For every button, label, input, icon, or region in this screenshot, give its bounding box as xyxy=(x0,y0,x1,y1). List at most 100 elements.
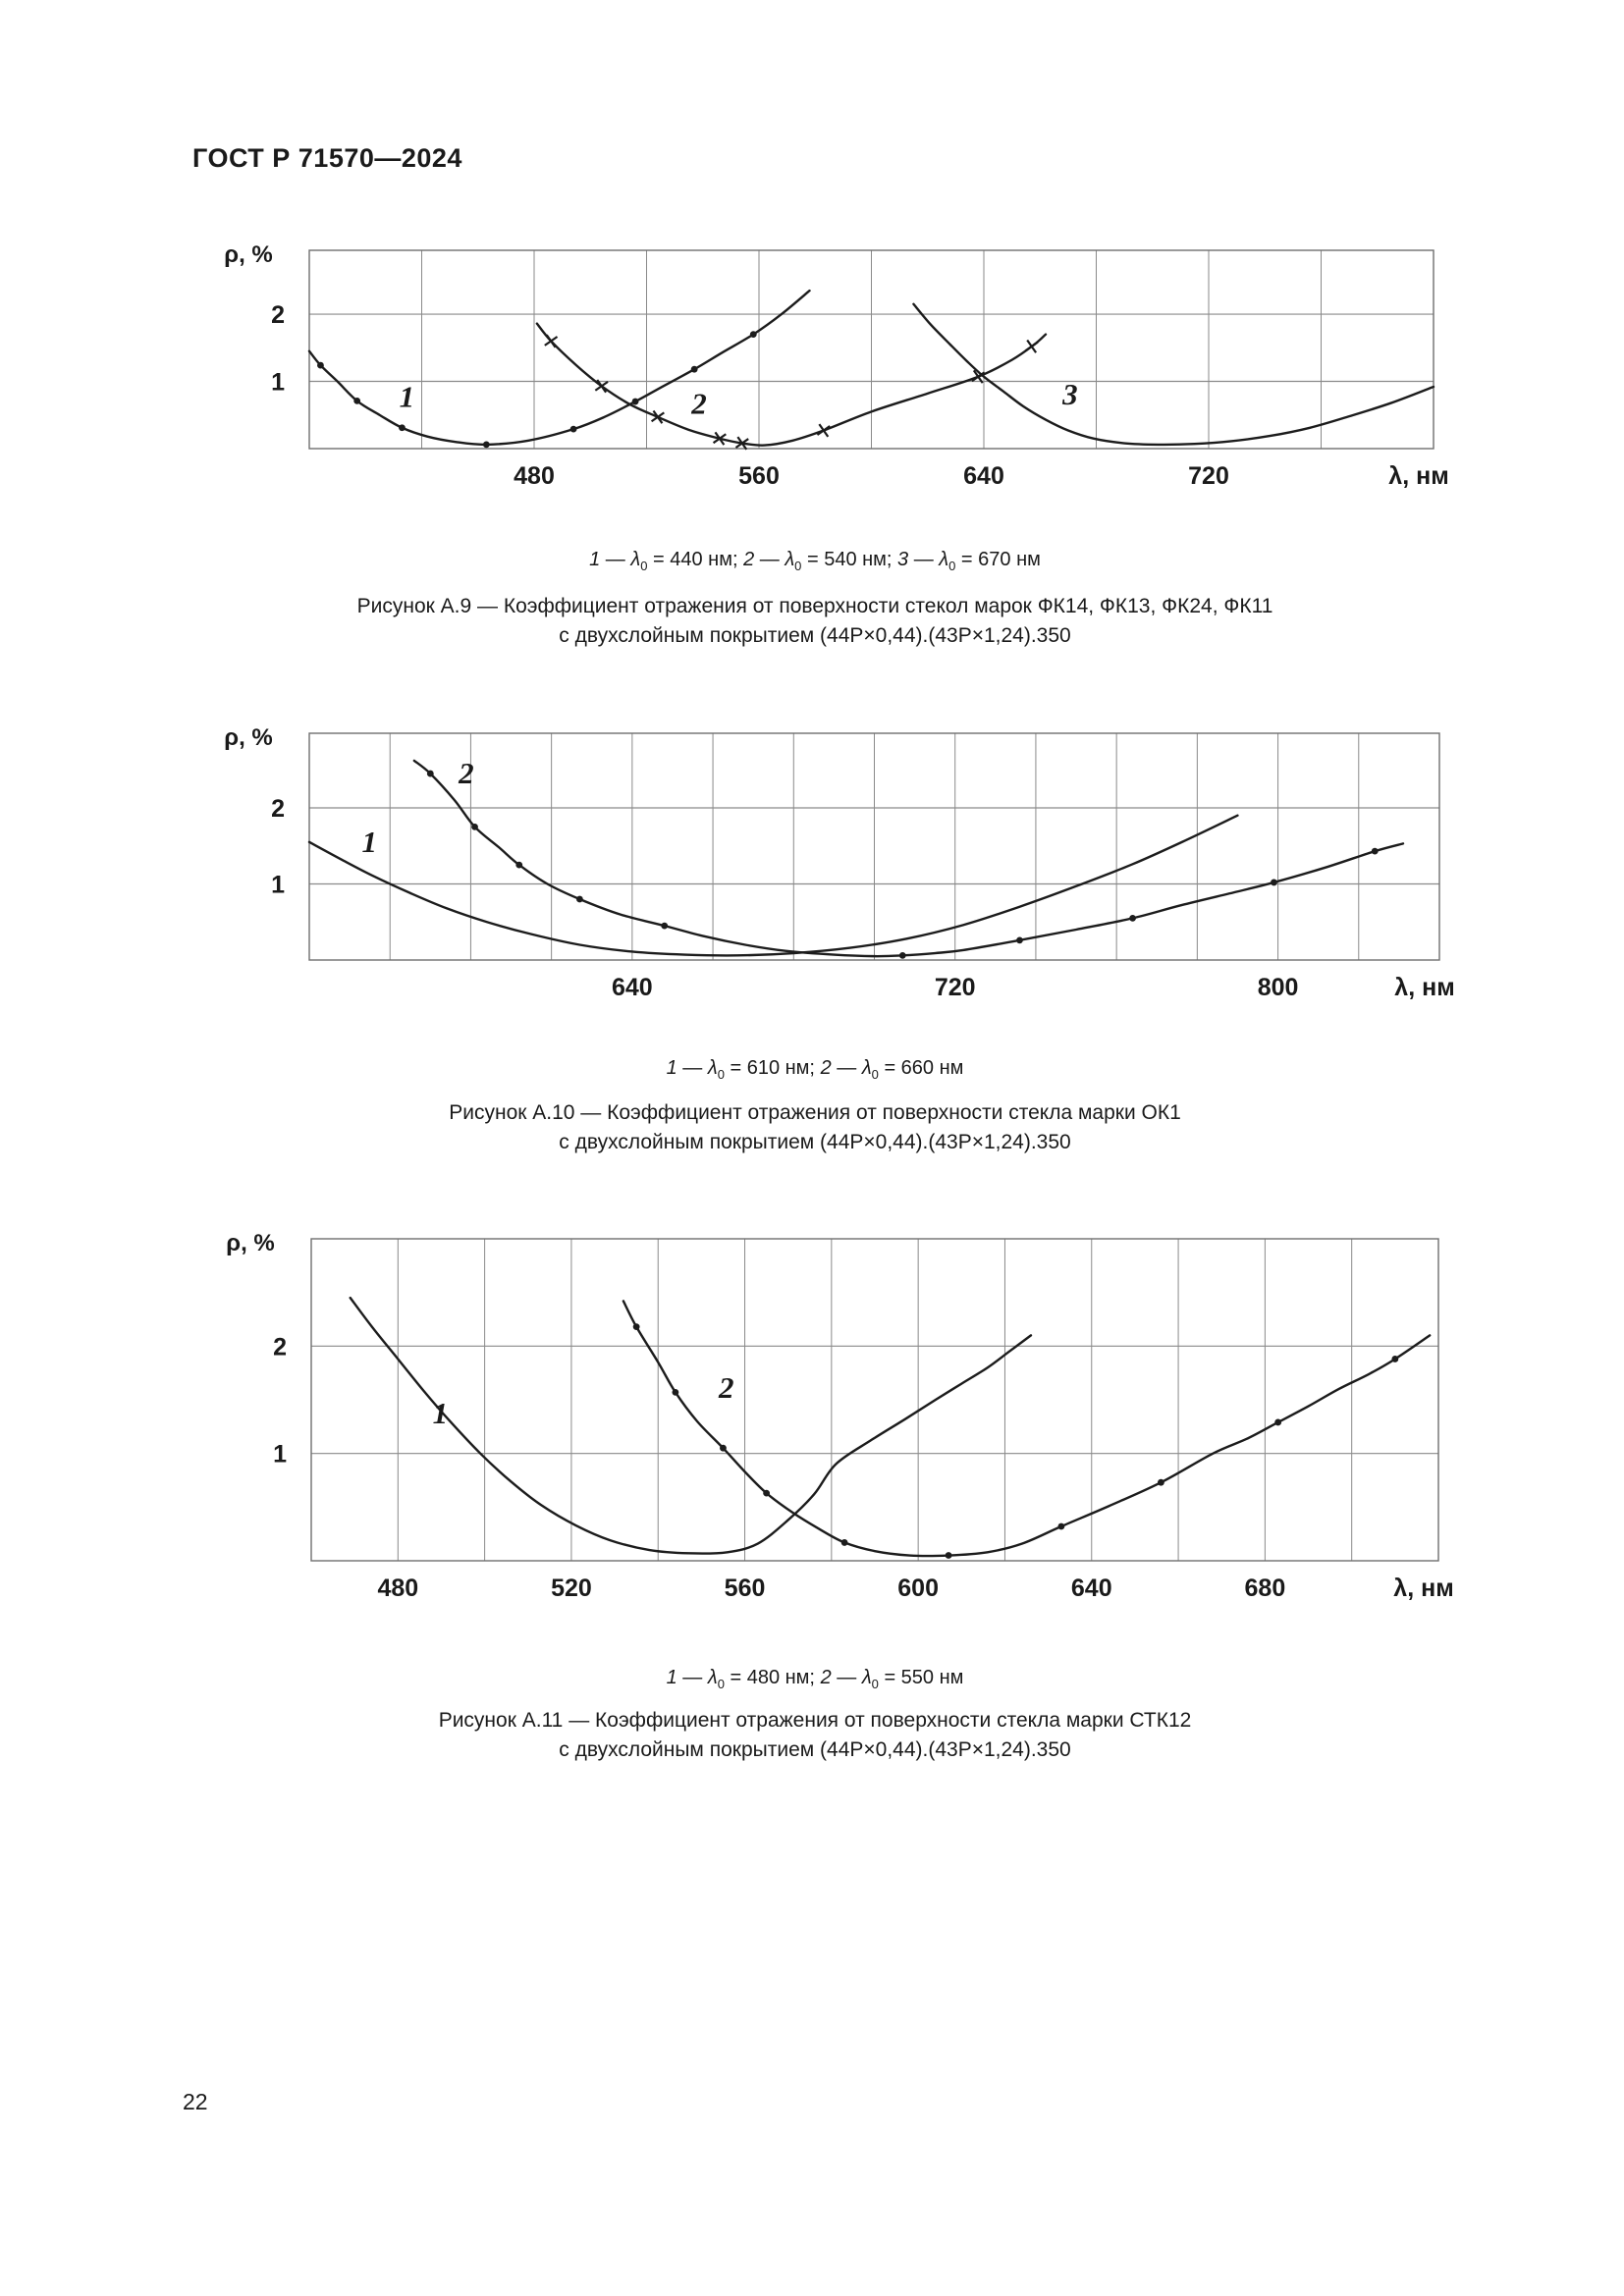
plot-border xyxy=(310,1238,1439,1562)
caption-curve-number: 2 xyxy=(743,549,755,570)
y-tick-label: 2 xyxy=(273,1333,287,1361)
curve-2-point-marker xyxy=(672,1388,679,1396)
figure-a10-chart: 1 2 640 720 800 λ, нм 1 2 ρ, % xyxy=(224,724,1454,1001)
caption-curve-number: 2 xyxy=(820,1057,832,1079)
curve-1-point-marker xyxy=(569,425,577,433)
figure-a9-title: Рисунок А.9 — Коэффициент отражения от п… xyxy=(128,592,1502,651)
curve-2-point-marker xyxy=(661,922,669,930)
lambda-symbol: λ xyxy=(707,1057,718,1079)
y-axis-label: ρ, % xyxy=(224,724,273,751)
curve-2-x-marker xyxy=(971,369,986,384)
x-tick-label: 640 xyxy=(963,462,1004,490)
lambda-symbol: λ xyxy=(861,1057,872,1079)
figure-a10-title-line2: с двухслойным покрытием (44Р×0,44).(43Р×… xyxy=(559,1131,1071,1153)
lambda-symbol: λ xyxy=(785,549,795,570)
curve-2-point-marker xyxy=(1016,936,1023,944)
x-tick-label: 600 xyxy=(897,1575,939,1602)
caption-curve-number: 2 xyxy=(820,1667,832,1688)
figure-a10-title: Рисунок А.10 — Коэффициент отражения от … xyxy=(128,1098,1502,1157)
curve-1-point-marker xyxy=(631,398,639,405)
curve-2-x-marker xyxy=(734,436,749,451)
curve-2-point-marker xyxy=(515,861,523,869)
lambda-symbol: λ xyxy=(630,549,641,570)
curve-2-point-marker xyxy=(632,1323,640,1331)
curve-1-label: 1 xyxy=(400,380,415,414)
lambda-symbol: λ xyxy=(707,1667,718,1688)
curve-2-label: 2 xyxy=(718,1370,734,1405)
curve-1-label: 1 xyxy=(361,825,377,859)
curve-1-point-marker xyxy=(317,361,324,369)
curve-2-point-marker xyxy=(426,770,434,777)
figure-a9-title-line2: с двухслойным покрытием (44Р×0,44).(43Р×… xyxy=(559,624,1071,647)
y-tick-label: 1 xyxy=(271,369,285,397)
x-tick-label: 520 xyxy=(551,1575,592,1602)
curve-2-label: 2 xyxy=(690,386,707,420)
curve-2-x-marker xyxy=(712,431,727,446)
curve-2-x-marker xyxy=(1024,339,1039,353)
y-tick-label: 2 xyxy=(271,795,285,823)
x-tick-label: 800 xyxy=(1258,974,1299,1001)
curve-1-point-marker xyxy=(749,331,757,338)
curve-2-point-marker xyxy=(720,1444,727,1452)
curve-1-point-marker xyxy=(353,397,361,404)
curve-2-x-marker xyxy=(816,423,831,438)
curve-1-point-marker xyxy=(690,365,698,373)
caption-curve-number: 1 xyxy=(666,1057,677,1079)
x-tick-label: 480 xyxy=(514,462,555,490)
curve-2-point-marker xyxy=(1158,1478,1164,1486)
y-axis-label: ρ, % xyxy=(226,1230,275,1256)
x-tick-label: 640 xyxy=(1071,1575,1112,1602)
curve-2-point-marker xyxy=(471,823,478,830)
curve-3 xyxy=(912,302,1435,447)
curve-3-label: 3 xyxy=(1061,377,1078,411)
x-tick-label: 480 xyxy=(377,1575,418,1602)
y-tick-label: 1 xyxy=(273,1441,287,1468)
curve-2-point-marker xyxy=(763,1489,771,1497)
curve-2 xyxy=(412,759,1405,958)
curve-2-point-marker xyxy=(840,1539,848,1546)
curve-2-point-marker xyxy=(1129,914,1136,922)
lambda-symbol: λ xyxy=(861,1667,872,1688)
curve-2-point-marker xyxy=(576,895,583,903)
x-axis-unit-label: λ, нм xyxy=(1394,974,1454,1001)
plot-border xyxy=(308,249,1435,450)
curve-2-point-marker xyxy=(1371,847,1379,855)
curve-2-x-marker xyxy=(650,409,665,424)
curve-1-label: 1 xyxy=(433,1396,449,1430)
caption-curve-number: 3 xyxy=(897,549,909,570)
figure-a9-chart: 1 2 3 480 560 640 720 λ, нм 1 2 ρ, % xyxy=(224,241,1448,490)
figure-a11-title-line1: Рисунок А.11 — Коэффициент отражения от … xyxy=(438,1709,1192,1732)
y-axis-label: ρ, % xyxy=(224,241,273,268)
figure-a11-title: Рисунок А.11 — Коэффициент отражения от … xyxy=(128,1706,1502,1765)
y-tick-label: 2 xyxy=(271,301,285,329)
figure-a9-caption: 1 — λ0 = 440 нм; 2 — λ0 = 540 нм; 3 — λ0… xyxy=(589,549,1041,573)
curve-2-point-marker xyxy=(1057,1522,1065,1530)
x-tick-label: 720 xyxy=(935,974,976,1001)
lambda-symbol: λ xyxy=(939,549,949,570)
x-tick-label: 720 xyxy=(1188,462,1229,490)
figure-a11-title-line2: с двухслойным покрытием (44Р×0,44).(43Р×… xyxy=(559,1738,1071,1761)
caption-curve-number: 1 xyxy=(666,1667,677,1688)
x-tick-label: 560 xyxy=(738,462,780,490)
curve-2-label: 2 xyxy=(458,756,474,790)
curve-1-point-marker xyxy=(482,441,490,449)
figure-a11-caption: 1 — λ0 = 480 нм; 2 — λ0 = 550 нм xyxy=(666,1667,964,1691)
x-tick-label: 560 xyxy=(725,1575,766,1602)
curve-2-x-marker xyxy=(544,334,559,348)
curve-1 xyxy=(307,814,1239,957)
figure-a9-title-line1: Рисунок А.9 — Коэффициент отражения от п… xyxy=(356,595,1273,617)
x-tick-label: 680 xyxy=(1245,1575,1286,1602)
x-axis-unit-label: λ, нм xyxy=(1393,1575,1453,1602)
x-tick-label: 640 xyxy=(612,974,653,1001)
plot-border xyxy=(308,732,1440,961)
curve-2-point-marker xyxy=(1274,1418,1282,1426)
curve-2 xyxy=(535,322,1048,447)
figure-a10-title-line1: Рисунок А.10 — Коэффициент отражения от … xyxy=(449,1101,1181,1124)
curve-1 xyxy=(349,1296,1033,1555)
curve-1-point-marker xyxy=(399,424,406,432)
curve-2-point-marker xyxy=(1391,1356,1399,1362)
figure-a10-caption: 1 — λ0 = 610 нм; 2 — λ0 = 660 нм xyxy=(666,1057,964,1082)
figure-a11-chart: 1 2 480 520 560 600 640 680 λ, нм 1 2 ρ, % xyxy=(226,1230,1453,1602)
curve-2-point-marker xyxy=(898,951,906,959)
